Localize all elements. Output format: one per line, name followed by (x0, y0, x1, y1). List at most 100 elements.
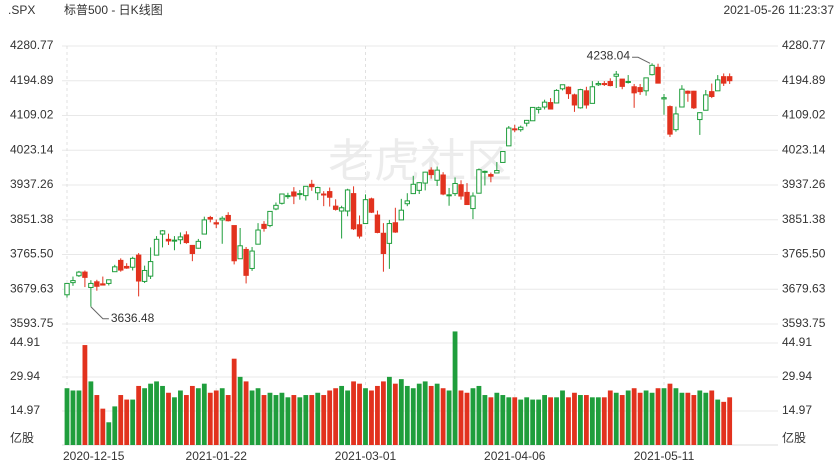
volume-bar (512, 397, 518, 445)
volume-bar (303, 395, 309, 445)
candle-body (321, 193, 327, 196)
candle-body (332, 205, 339, 210)
candle-body (171, 239, 178, 242)
volume-bar (178, 390, 183, 445)
y-tick-label: 29.94 (10, 369, 40, 383)
candle-body (153, 238, 160, 256)
candle-body (356, 224, 363, 237)
y-tick-label: 3765.50 (10, 247, 54, 261)
candle-body (291, 191, 297, 197)
candle-body (315, 187, 321, 194)
candle-body (523, 119, 530, 124)
candle-body (476, 169, 482, 194)
candle-body (255, 229, 261, 245)
unit-label: 亿股 (10, 430, 34, 445)
volume-bar (643, 390, 649, 445)
volume-bar (363, 388, 368, 445)
volume-bar (255, 388, 261, 445)
candle-body (225, 214, 231, 222)
volume-bar (667, 383, 673, 445)
volume-bar (321, 395, 327, 445)
candle-body (607, 81, 613, 87)
candle-body (541, 101, 548, 108)
y-tick-label: 4109.02 (782, 108, 826, 122)
candle-body (76, 271, 82, 277)
candle-body (249, 250, 255, 269)
y-tick-label: 29.94 (782, 369, 812, 383)
volume-bar (530, 399, 536, 445)
volume-bar (446, 390, 452, 445)
volume-bar (219, 388, 225, 445)
y-tick-label: 4023.14 (10, 142, 54, 156)
volume-bar (572, 392, 577, 445)
candle-body (368, 198, 375, 213)
volume-bar (82, 345, 88, 445)
candle-body (464, 191, 470, 206)
volume-bar (625, 390, 631, 445)
candle-body (589, 86, 596, 104)
volume-bar (661, 388, 667, 445)
volume-bar (422, 381, 428, 445)
volume-bar (494, 392, 500, 445)
candle-body (500, 151, 506, 163)
candle-body (535, 107, 542, 110)
y-tick-label: 4280.77 (10, 38, 54, 52)
candle-body (404, 200, 410, 205)
volume-bar (542, 395, 547, 445)
y-tick-label: 4023.14 (782, 142, 826, 156)
volume-bar (70, 390, 76, 445)
candle-body (434, 169, 440, 181)
candle-body (207, 216, 213, 220)
candle-body (559, 84, 566, 90)
candle-body (691, 90, 697, 109)
volume-bar (619, 395, 625, 445)
candle-body (279, 193, 285, 204)
volume-bar (721, 401, 727, 445)
volume-bar (184, 395, 189, 445)
volume-bar (309, 395, 315, 445)
volume-bar (76, 390, 82, 445)
volume-bar (386, 376, 392, 445)
candle-body (124, 265, 130, 269)
candle-body (643, 77, 649, 92)
candle-body (494, 170, 500, 174)
volume-bar (464, 392, 470, 445)
max-label: 4238.04 (587, 48, 631, 62)
volume-bar (452, 331, 458, 445)
candle-body (583, 90, 590, 106)
x-tick-label: 2021-05-11 (634, 449, 695, 463)
volume-bar (189, 385, 195, 445)
volume-bar (566, 397, 571, 445)
candle-body (213, 222, 219, 225)
candle-body (386, 223, 393, 244)
volume-bar (237, 376, 243, 445)
volume-bar (100, 408, 106, 445)
timestamp: 2021-05-26 11:23:37 (723, 3, 834, 17)
volume-bar (607, 390, 613, 445)
candle-body (94, 281, 100, 287)
candle-body (189, 244, 196, 254)
candle-body (273, 204, 279, 210)
volume-bar (637, 392, 643, 445)
candle-body (106, 279, 112, 284)
candle-body (721, 76, 727, 84)
volume-bar (697, 390, 703, 445)
candle-body (512, 128, 518, 131)
volume-bar (518, 399, 524, 445)
candle-body (231, 225, 237, 262)
candle-body (637, 87, 643, 93)
volume-bar (506, 397, 512, 445)
volume-bar (613, 392, 619, 445)
volume-bar (124, 399, 130, 445)
candle-body (159, 230, 166, 235)
x-tick-label: 2021-04-06 (484, 449, 546, 463)
volume-bar (297, 397, 303, 445)
y-tick-label: 14.97 (10, 403, 40, 417)
volume-bar (88, 381, 94, 445)
volume-bar (560, 390, 565, 445)
y-tick-label: 3851.38 (782, 212, 826, 226)
volume-bar (589, 397, 595, 445)
y-tick-label: 3593.75 (782, 316, 826, 330)
volume-bar (482, 395, 488, 445)
candle-body (201, 219, 208, 235)
